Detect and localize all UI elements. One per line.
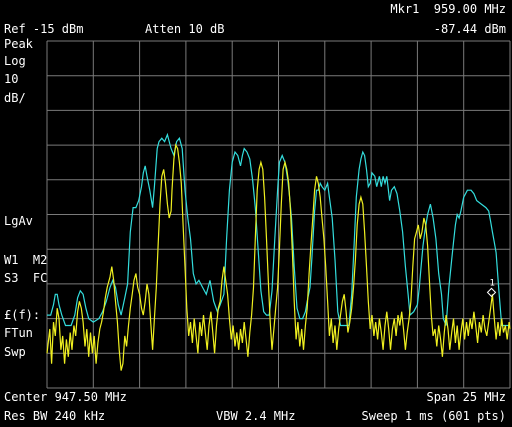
attenuation: Atten 10 dB (145, 22, 225, 36)
scale-value: 10 (4, 72, 19, 86)
sweep-label: Swp (4, 345, 26, 359)
trace-cyan (47, 132, 510, 327)
detector-label: Peak (4, 37, 33, 51)
center-frequency: Center 947.50 MHz (4, 390, 127, 404)
marker-1-label: 1 (489, 278, 494, 288)
trace-mode-s3fc: S3 FC (4, 271, 48, 285)
reference-level: Ref -15 dBm (4, 22, 84, 36)
markers: 1 (486, 278, 497, 298)
resolution-bandwidth: Res BW 240 kHz (4, 409, 106, 423)
ftun-label: FTun (4, 326, 33, 340)
marker-amplitude: -87.44 dBm (433, 22, 506, 36)
traces (46, 132, 511, 371)
span: Span 25 MHz (426, 390, 506, 404)
sweep-time: Sweep 1 ms (601 pts) (361, 409, 507, 423)
video-bandwidth: VBW 2.4 MHz (216, 409, 296, 423)
marker-frequency: Mkr1 959.00 MHz (390, 2, 506, 16)
graticule (46, 40, 511, 389)
trace-yellow (46, 143, 511, 371)
frequency-function-label: £(f): (4, 308, 41, 322)
scale-type-label: Log (4, 54, 26, 68)
average-type-label: LgAv (4, 214, 33, 228)
marker-1-diamond (486, 287, 497, 298)
scale-unit: dB/ (4, 91, 26, 105)
trace-mode-w1m2: W1 M2 (4, 253, 48, 267)
